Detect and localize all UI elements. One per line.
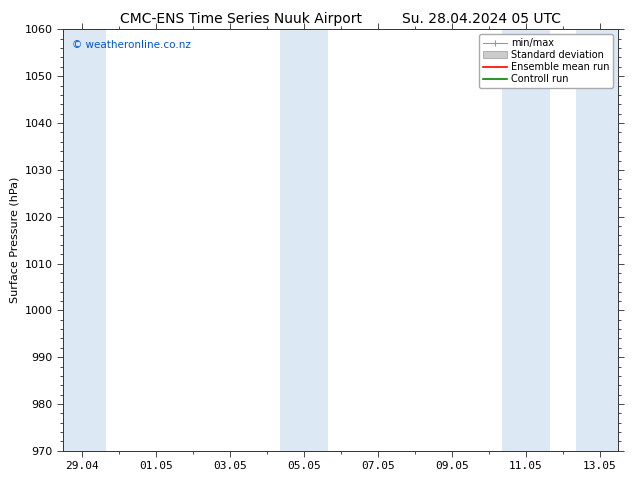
Text: CMC-ENS Time Series Nuuk Airport: CMC-ENS Time Series Nuuk Airport (120, 12, 362, 26)
Bar (501, 29, 550, 451)
Bar (63, 29, 106, 451)
Text: © weatheronline.co.nz: © weatheronline.co.nz (72, 40, 191, 50)
Bar (280, 29, 328, 451)
Bar (576, 29, 618, 451)
Y-axis label: Surface Pressure (hPa): Surface Pressure (hPa) (10, 177, 19, 303)
Text: Su. 28.04.2024 05 UTC: Su. 28.04.2024 05 UTC (403, 12, 561, 26)
Legend: min/max, Standard deviation, Ensemble mean run, Controll run: min/max, Standard deviation, Ensemble me… (479, 34, 613, 88)
